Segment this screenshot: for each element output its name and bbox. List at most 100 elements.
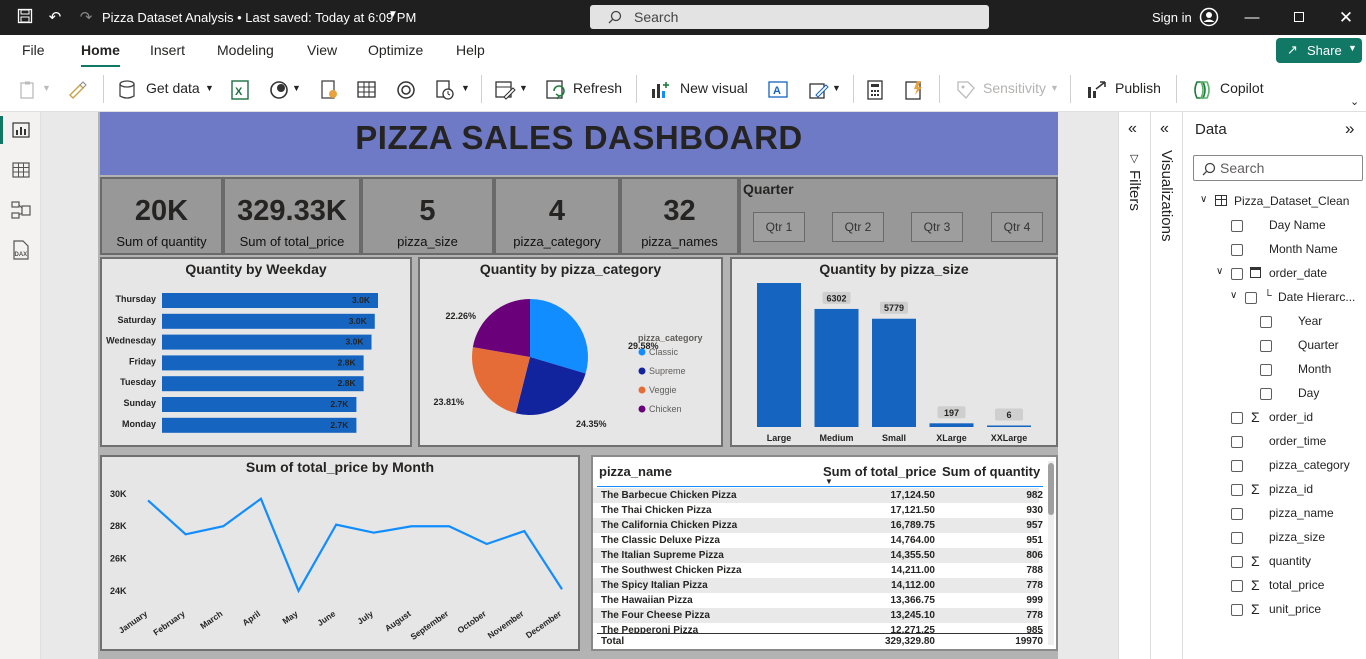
- field-item[interactable]: Month Name: [1183, 241, 1366, 261]
- legend-item[interactable]: Supreme: [649, 366, 686, 376]
- scrollbar-thumb[interactable]: [1048, 463, 1054, 515]
- field-item[interactable]: ∨ order_date: [1183, 265, 1366, 285]
- weekday-bar[interactable]: [162, 313, 375, 329]
- search-input[interactable]: Search: [590, 5, 989, 29]
- dataflow-icon[interactable]: [319, 79, 341, 101]
- get-data-button[interactable]: Get data: [146, 80, 200, 96]
- pie-slice[interactable]: [530, 299, 588, 374]
- kpi-card-total-price[interactable]: 329.33K Sum of total_price: [223, 177, 361, 255]
- weekday-bar[interactable]: [162, 397, 357, 412]
- field-checkbox[interactable]: [1231, 484, 1243, 496]
- publish-icon[interactable]: [1086, 79, 1108, 101]
- dataverse-icon[interactable]: [395, 79, 417, 101]
- chevron-down-icon[interactable]: ▼: [461, 83, 470, 93]
- kpi-card-pizza-names[interactable]: 32 pizza_names: [620, 177, 739, 255]
- table-row[interactable]: The Barbecue Chicken Pizza 17,124.50 982: [593, 488, 1043, 503]
- field-item[interactable]: Quarter: [1183, 337, 1366, 357]
- field-checkbox[interactable]: [1231, 604, 1243, 616]
- save-icon[interactable]: [15, 8, 35, 28]
- format-painter-icon[interactable]: [66, 79, 88, 101]
- field-item[interactable]: Month: [1183, 361, 1366, 381]
- expand-visualizations-icon[interactable]: «: [1160, 120, 1169, 137]
- field-item[interactable]: pizza_category: [1183, 457, 1366, 477]
- table-row[interactable]: The California Chicken Pizza 16,789.75 957: [593, 518, 1043, 533]
- field-checkbox[interactable]: [1260, 340, 1272, 352]
- chevron-down-icon[interactable]: ▼: [1050, 83, 1059, 93]
- menu-optimize[interactable]: Optimize: [368, 42, 424, 58]
- field-checkbox[interactable]: [1231, 436, 1243, 448]
- filters-label[interactable]: Filters: [1126, 170, 1143, 211]
- size-chart[interactable]: Quantity by pizza_size 7686Large6302Medi…: [730, 257, 1058, 447]
- field-checkbox[interactable]: [1260, 364, 1272, 376]
- data-search-input[interactable]: Search: [1193, 155, 1363, 181]
- menu-insert[interactable]: Insert: [150, 42, 186, 58]
- field-item[interactable]: ∨ Pizza_Dataset_Clean: [1183, 193, 1366, 213]
- field-checkbox[interactable]: [1260, 316, 1272, 328]
- refresh-icon[interactable]: [545, 79, 567, 101]
- refresh-button[interactable]: Refresh: [573, 80, 623, 96]
- chevron-down-icon[interactable]: ▼: [42, 83, 51, 93]
- field-checkbox[interactable]: [1260, 388, 1272, 400]
- chevron-down-icon[interactable]: ▼: [832, 83, 841, 93]
- more-visuals-icon[interactable]: [808, 79, 830, 101]
- menu-home[interactable]: Home: [81, 42, 120, 68]
- undo-icon[interactable]: ↶: [48, 9, 62, 26]
- chevron-down-icon[interactable]: ▼: [292, 83, 301, 93]
- slicer-item-qtr3[interactable]: Qtr 3: [911, 212, 963, 242]
- field-item[interactable]: Day Name: [1183, 217, 1366, 237]
- size-bar[interactable]: [987, 425, 1031, 428]
- table-row[interactable]: The Classic Deluxe Pizza 14,764.00 951: [593, 533, 1043, 548]
- slicer-item-qtr2[interactable]: Qtr 2: [832, 212, 884, 242]
- publish-button[interactable]: Publish: [1115, 80, 1161, 96]
- weekday-bar[interactable]: [162, 355, 364, 371]
- kpi-card-pizza-size[interactable]: 5 pizza_size: [361, 177, 494, 255]
- menu-file[interactable]: File: [22, 42, 45, 58]
- field-checkbox[interactable]: [1231, 412, 1243, 424]
- table-row[interactable]: The Thai Chicken Pizza 17,121.50 930: [593, 503, 1043, 518]
- pie-slice[interactable]: [472, 347, 530, 414]
- chevron-down-icon[interactable]: ∨: [1230, 290, 1238, 301]
- table-view-icon[interactable]: [12, 162, 30, 183]
- sensitivity-icon[interactable]: [955, 79, 977, 101]
- field-item[interactable]: order_time: [1183, 433, 1366, 453]
- legend-item[interactable]: Veggie: [649, 385, 677, 395]
- collapse-data-pane-icon[interactable]: »: [1345, 119, 1355, 138]
- text-box-icon[interactable]: A: [767, 79, 789, 101]
- size-bar[interactable]: [929, 423, 974, 427]
- transform-data-icon[interactable]: [494, 79, 516, 101]
- field-item[interactable]: Day: [1183, 385, 1366, 405]
- copilot-icon[interactable]: [1191, 79, 1213, 101]
- field-checkbox[interactable]: [1231, 220, 1243, 232]
- field-checkbox[interactable]: [1231, 508, 1243, 520]
- filters-pane-collapsed[interactable]: « ▽ Filters: [1118, 112, 1150, 659]
- table-header-total-price[interactable]: Sum of total_price: [823, 464, 937, 479]
- new-visual-icon[interactable]: [649, 79, 671, 101]
- field-checkbox[interactable]: [1231, 580, 1243, 592]
- slicer-item-qtr4[interactable]: Qtr 4: [991, 212, 1043, 242]
- paste-icon[interactable]: [18, 80, 40, 102]
- pie-slice[interactable]: [515, 357, 586, 415]
- weekday-chart[interactable]: Quantity by Weekday Thursday 3.0K Saturday…: [100, 257, 412, 447]
- table-row[interactable]: The Italian Supreme Pizza 14,355.50 806: [593, 548, 1043, 563]
- legend-item[interactable]: Chicken: [649, 404, 682, 414]
- share-button[interactable]: ↗ Share ▼: [1276, 38, 1362, 63]
- chevron-down-icon[interactable]: ∨: [1216, 266, 1224, 277]
- category-chart[interactable]: Quantity by pizza_category 29.58% 24.35% 2…: [418, 257, 723, 447]
- table-scrollbar[interactable]: [1048, 461, 1054, 645]
- table-row[interactable]: The Southwest Chicken Pizza 14,211.00 788: [593, 563, 1043, 578]
- series-line[interactable]: [147, 497, 563, 594]
- size-bar[interactable]: [872, 318, 916, 427]
- field-checkbox[interactable]: [1231, 460, 1243, 472]
- month-chart[interactable]: Sum of total_price by Month 30K 28K 26K 24K…: [100, 455, 580, 651]
- copilot-button[interactable]: Copilot: [1220, 80, 1264, 96]
- enter-data-icon[interactable]: [356, 79, 378, 101]
- field-item[interactable]: pizza_name: [1183, 505, 1366, 525]
- quick-measure-icon[interactable]: [903, 79, 925, 101]
- pie-slice[interactable]: [472, 299, 530, 357]
- weekday-bar[interactable]: [162, 417, 357, 433]
- chevron-down-icon[interactable]: ▼: [519, 83, 528, 93]
- table-header-pizza-name[interactable]: pizza_name: [599, 464, 672, 479]
